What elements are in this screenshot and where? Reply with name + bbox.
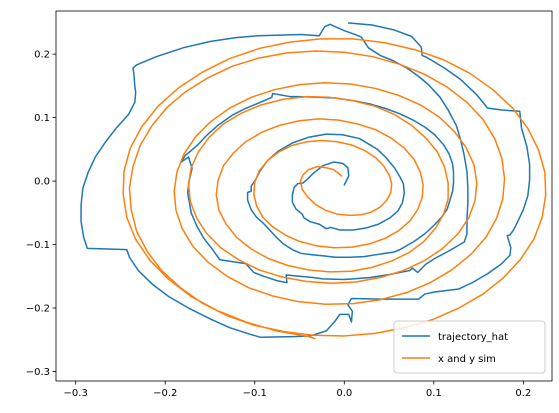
y-tick-label: −0.2 (26, 304, 50, 315)
legend-box (394, 321, 545, 373)
x-tick-label: −0.2 (153, 388, 177, 399)
x-tick-label: 0.2 (515, 388, 531, 399)
x-tick-label: 0.0 (336, 388, 352, 399)
y-tick-label: −0.3 (26, 367, 50, 378)
x-tick-label: −0.3 (64, 388, 88, 399)
legend-label-x-and-y-sim: x and y sim (438, 354, 496, 365)
y-tick-label: 0.1 (34, 113, 50, 124)
legend: trajectory_hat x and y sim (394, 321, 545, 373)
x-tick-label: 0.1 (426, 388, 442, 399)
y-tick-label: 0.0 (34, 177, 50, 188)
legend-label-trajectory-hat: trajectory_hat (438, 332, 508, 343)
y-tick-label: −0.1 (26, 240, 50, 251)
x-tick-label: −0.1 (243, 388, 267, 399)
y-tick-label: 0.2 (34, 50, 50, 61)
